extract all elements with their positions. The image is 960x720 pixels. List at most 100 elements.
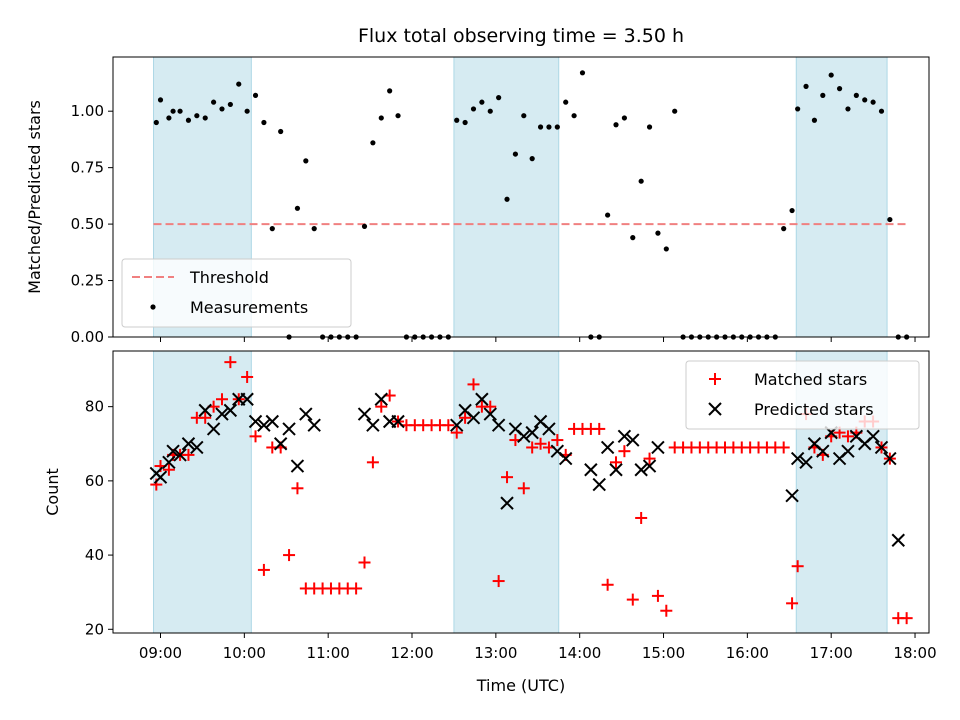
matched-star-point [492, 575, 505, 588]
measurement-point [521, 113, 527, 119]
matched-star-point [162, 463, 175, 476]
measurement-point [672, 108, 678, 114]
measurement-point [278, 128, 284, 135]
predicted-star-point [357, 407, 372, 421]
legend-predicted-label: Predicted stars [754, 400, 874, 419]
measurement-point [613, 122, 619, 128]
measurement-point [269, 226, 275, 232]
top-panel: Flux total observing time = 3.50 h 0.000… [25, 25, 930, 346]
y-tick-label: 0.25 [71, 272, 104, 290]
predicted-star-point [257, 418, 271, 432]
matched-star-point [215, 393, 228, 406]
x-tick-label: 18:00 [893, 644, 936, 662]
measurement-point [537, 124, 544, 130]
predicted-star-point [542, 422, 556, 436]
matched-star-point [534, 437, 547, 450]
measurement-point [311, 226, 317, 232]
measurement-point [546, 124, 552, 130]
x-tick-label: 10:00 [223, 644, 266, 662]
legend-measurement-swatch [150, 304, 156, 310]
measurement-point [803, 83, 809, 89]
predicted-star-point [500, 496, 514, 510]
measurement-point [370, 140, 376, 146]
predicted-star-point [299, 407, 313, 421]
measurement-point [387, 88, 393, 94]
measurement-point [845, 106, 851, 112]
matched-star-point [467, 378, 480, 391]
x-tick-label: 09:00 [139, 644, 182, 662]
predicted-star-point [374, 392, 388, 406]
y-tick-label: 80 [85, 398, 104, 416]
measurement-point [395, 113, 401, 119]
predicted-star-point [206, 422, 221, 436]
measurement-point [479, 99, 485, 105]
bottom-plot-frame [112, 350, 930, 634]
measurement-point [646, 124, 653, 130]
predicted-star-point [883, 451, 897, 466]
x-tick-label: 16:00 [726, 644, 769, 662]
measurement-point [820, 92, 826, 98]
matched-star-point [791, 560, 804, 573]
matched-star-point [626, 593, 639, 606]
predicted-star-point [450, 418, 464, 432]
predicted-star-point [166, 444, 180, 458]
measurement-point [252, 92, 259, 98]
measurement-point [554, 124, 560, 130]
predicted-star-point [162, 455, 176, 470]
x-tick-label: 17:00 [810, 644, 853, 662]
matched-star-point [651, 589, 664, 602]
measurement-point [605, 212, 611, 218]
measurement-point [853, 92, 859, 98]
shaded-interval [453, 350, 560, 634]
measurement-point [781, 226, 787, 232]
legend-predicted-swatch [708, 402, 722, 416]
predicted-star-point [240, 392, 254, 406]
measurement-point [571, 113, 577, 119]
matched-star-point [257, 563, 270, 576]
predicted-star-point [617, 429, 632, 444]
measurement-point [244, 108, 250, 114]
predicted-star-point [592, 477, 606, 492]
measurement-point [211, 99, 217, 105]
matched-star-point [199, 411, 212, 424]
measurement-point [795, 106, 801, 112]
bottom-y-ticks: 20 40 60 80 [85, 398, 113, 638]
matched-star-point [501, 471, 514, 484]
y-tick-label: 1.00 [71, 102, 104, 120]
measurement-point [811, 117, 818, 123]
matched-star-point [610, 456, 623, 469]
predicted-star-point [874, 440, 889, 455]
y-tick-label: 60 [85, 472, 104, 490]
y-tick-label: 20 [85, 620, 104, 638]
top-y-ticks: 0.00 0.25 0.50 0.75 1.00 [71, 102, 113, 346]
predicted-star-point [790, 451, 805, 466]
measurement-point [185, 117, 192, 123]
measurement-point [261, 119, 267, 126]
matched-star-point [358, 556, 371, 569]
predicted-star-point [634, 463, 648, 477]
measurement-point [166, 115, 172, 121]
top-x-ticks [160, 337, 916, 342]
measurement-point [836, 86, 843, 92]
matched-star-point [224, 356, 237, 369]
matched-star-point [442, 419, 455, 432]
measurement-point [496, 95, 502, 101]
measurement-point [563, 99, 569, 105]
matched-star-point [182, 448, 195, 461]
predicted-star-point [273, 437, 288, 451]
predicted-star-point [525, 425, 539, 440]
predicted-star-point [290, 459, 305, 473]
bottom-panel: 20 40 60 80 09:00 10:00 11:00 12:00 13:00 14:00 1… [43, 350, 937, 695]
predicted-star-point [642, 459, 657, 473]
predicted-star-point [584, 463, 598, 477]
measurement-point [378, 115, 384, 121]
predicted-star-point [891, 533, 905, 547]
legend-matched-swatch [709, 373, 721, 385]
predicted-star-point [223, 403, 238, 418]
matched-star-point [484, 400, 497, 413]
x-tick-label: 14:00 [558, 644, 601, 662]
y-tick-label: 0.00 [71, 328, 104, 346]
matched-star-point [526, 441, 539, 454]
measurement-point [878, 108, 885, 114]
